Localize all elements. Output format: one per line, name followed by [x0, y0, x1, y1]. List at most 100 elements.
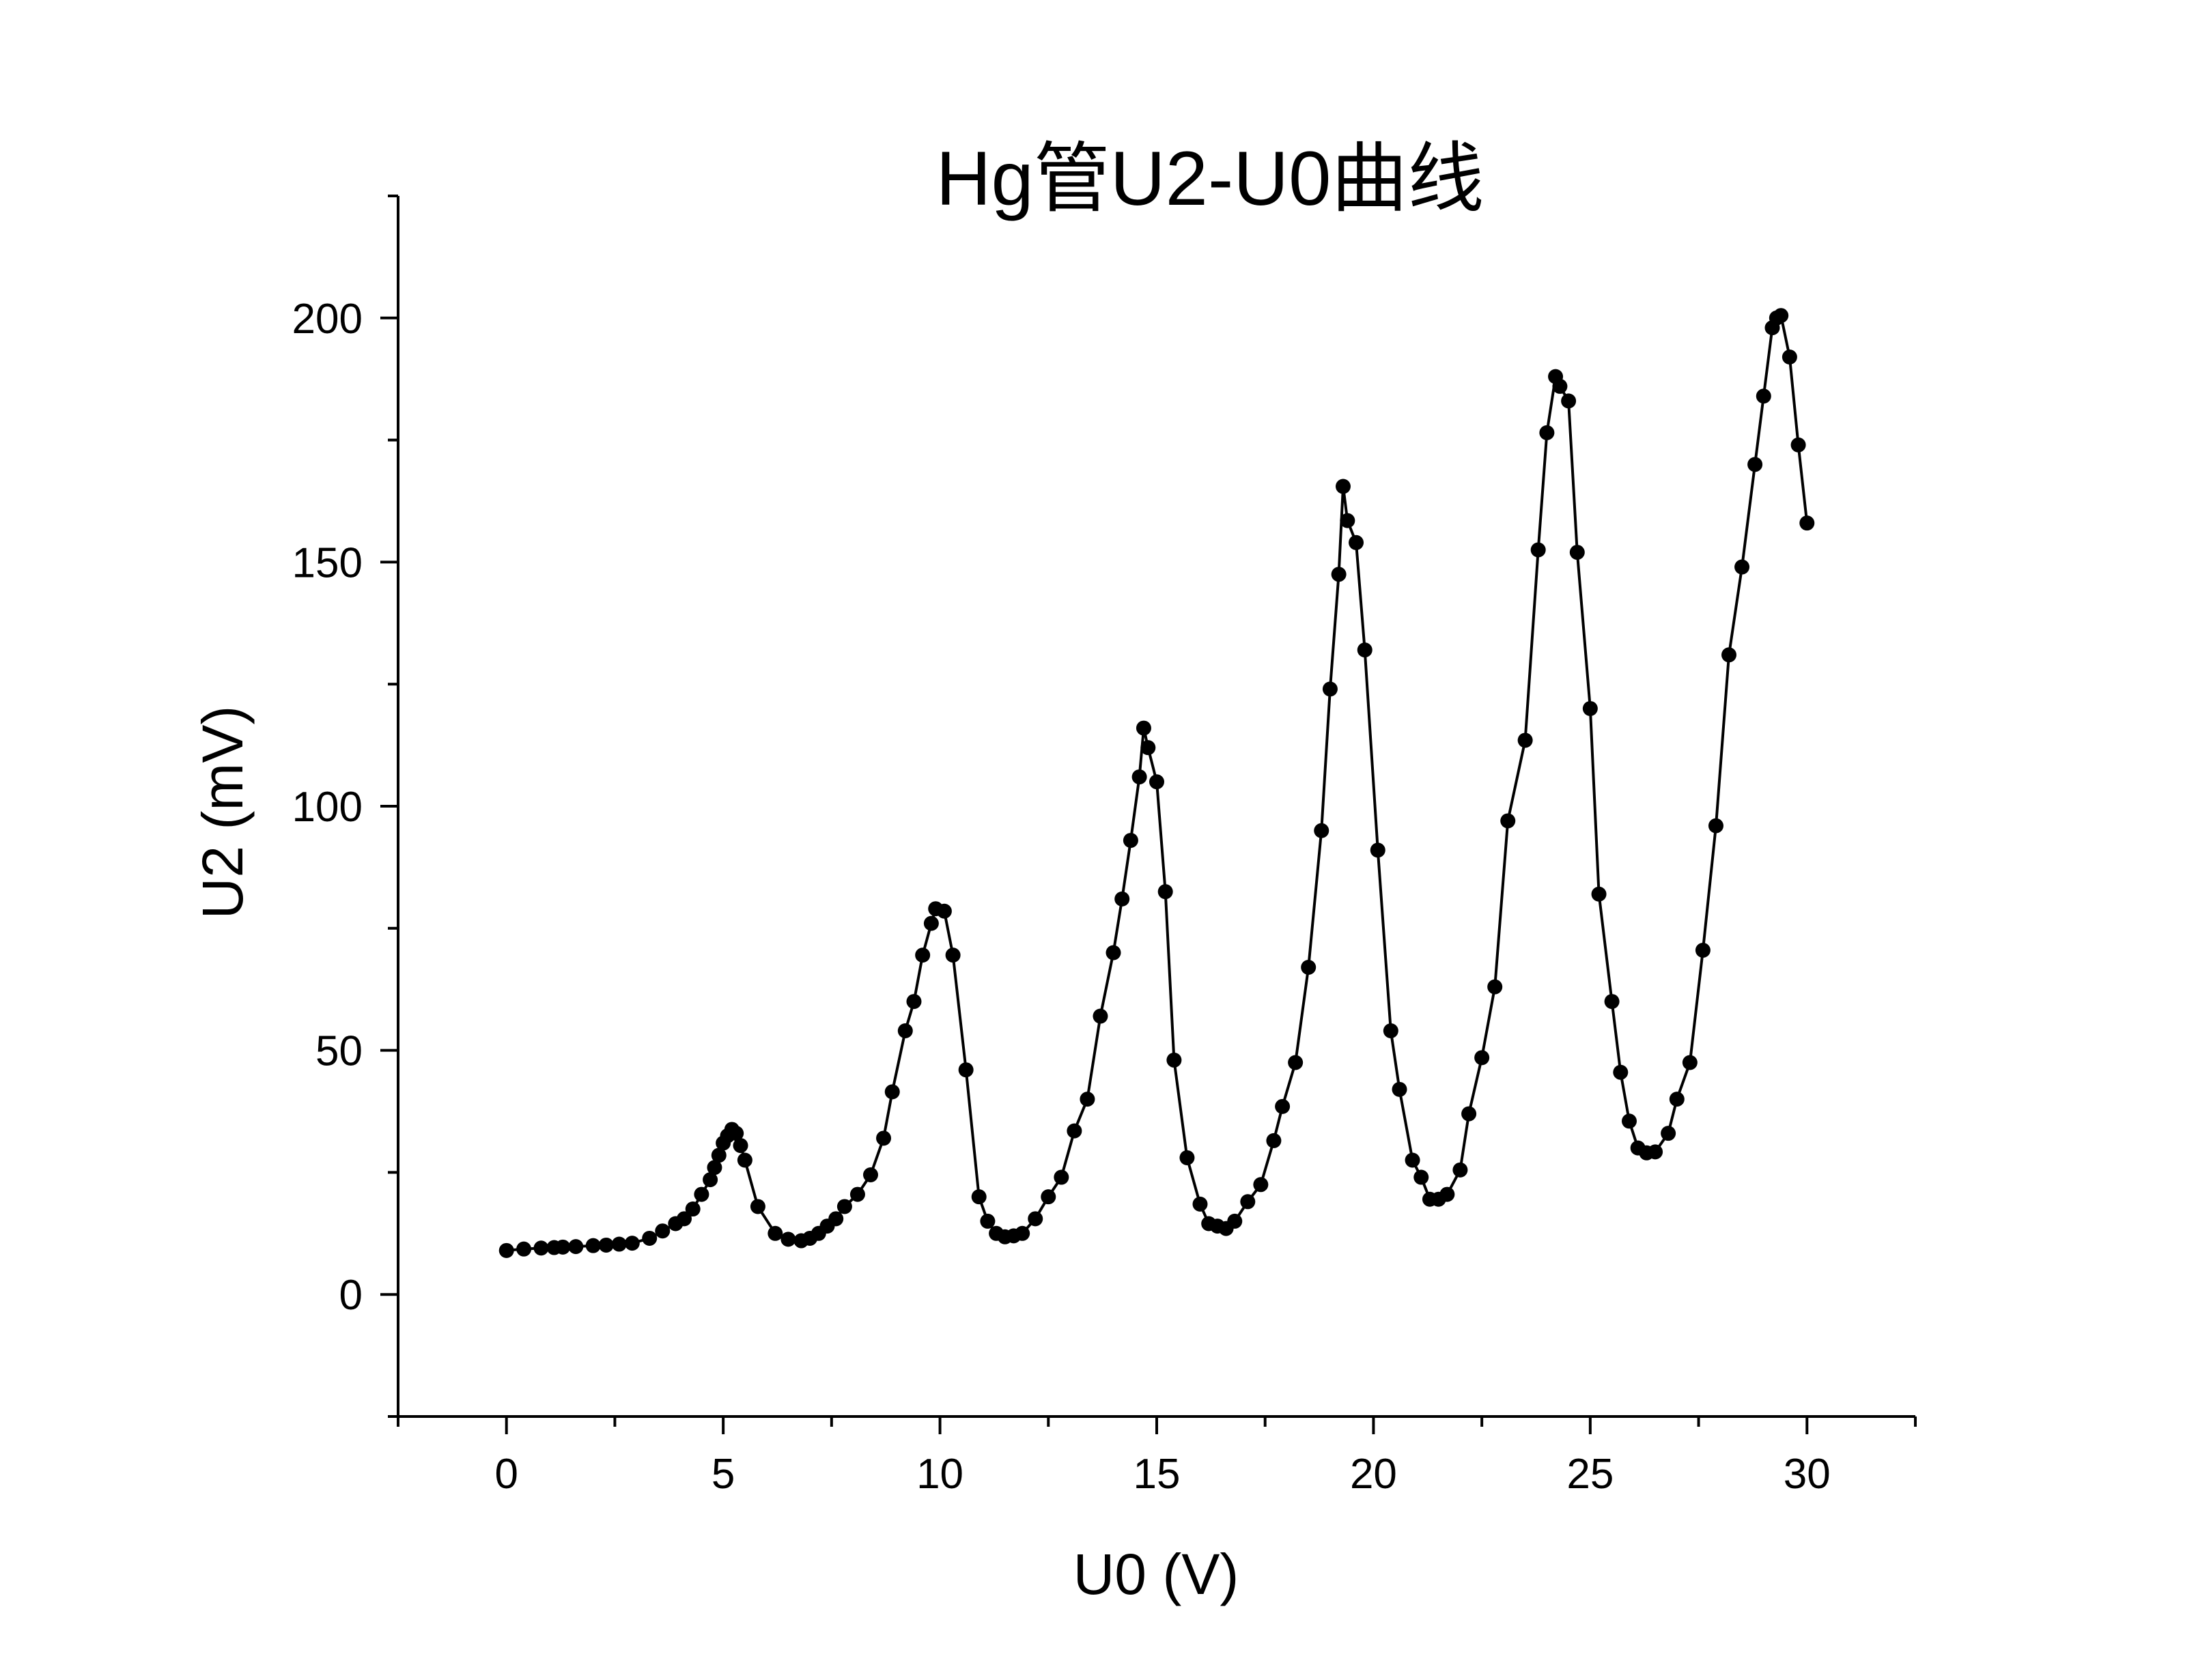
plot-area — [498, 308, 1815, 1258]
data-point — [1266, 1133, 1282, 1148]
data-point — [707, 1160, 722, 1176]
data-point — [1322, 681, 1338, 697]
data-point — [677, 1211, 692, 1227]
data-point — [1227, 1213, 1243, 1229]
data-point — [598, 1237, 614, 1253]
y-axis-title: U2 (mV) — [191, 706, 255, 920]
data-point — [1773, 308, 1789, 324]
data-point — [1288, 1055, 1304, 1070]
data-point — [1782, 350, 1797, 365]
data-point — [1093, 1008, 1108, 1024]
data-point — [1500, 813, 1516, 829]
data-point — [1661, 1126, 1676, 1141]
data-point — [1487, 979, 1503, 995]
data-point — [1106, 945, 1121, 960]
data-point — [836, 1199, 852, 1214]
data-point — [642, 1230, 658, 1246]
data-point — [971, 1189, 987, 1205]
data-point — [1275, 1098, 1291, 1114]
data-point — [498, 1242, 514, 1258]
data-point — [1028, 1211, 1043, 1227]
y-tick-label: 150 — [292, 539, 363, 586]
data-point — [980, 1213, 996, 1229]
data-point — [1054, 1169, 1069, 1185]
data-point — [1517, 732, 1533, 748]
data-point — [533, 1240, 549, 1256]
data-point — [1734, 559, 1750, 575]
data-point — [1452, 1162, 1468, 1178]
data-point — [1240, 1194, 1256, 1210]
data-point — [1790, 437, 1806, 453]
data-point — [906, 994, 922, 1010]
y-tick-label: 200 — [292, 296, 363, 343]
data-point — [1392, 1081, 1407, 1097]
data-point — [711, 1148, 727, 1163]
data-point — [958, 1062, 974, 1078]
data-point — [1253, 1177, 1269, 1193]
data-point — [915, 948, 931, 963]
data-point — [685, 1201, 701, 1217]
data-point — [1166, 1052, 1182, 1068]
data-point — [1613, 1064, 1629, 1080]
data-point — [1349, 535, 1364, 550]
x-tick-label: 30 — [1784, 1451, 1831, 1498]
data-point — [1179, 1150, 1195, 1165]
data-point — [585, 1238, 601, 1253]
data-point — [849, 1186, 865, 1202]
data-point — [729, 1126, 744, 1141]
data-point — [1756, 388, 1771, 404]
data-point — [1474, 1050, 1490, 1066]
data-point — [828, 1211, 844, 1227]
data-point — [1552, 378, 1568, 394]
data-point — [703, 1172, 718, 1188]
data-point — [1669, 1092, 1685, 1107]
data-point — [1015, 1225, 1030, 1241]
data-point — [655, 1223, 671, 1239]
data-point — [555, 1239, 571, 1255]
data-point — [1591, 886, 1607, 902]
y-tick-label: 0 — [339, 1272, 363, 1319]
data-point — [1721, 647, 1737, 663]
data-point — [768, 1225, 783, 1241]
data-point — [1136, 720, 1151, 736]
data-point — [1123, 833, 1138, 849]
data-point — [1149, 774, 1164, 790]
data-point — [1331, 567, 1347, 582]
data-point — [733, 1138, 748, 1154]
data-point — [1041, 1189, 1056, 1205]
data-point — [611, 1236, 627, 1252]
x-tick-label: 25 — [1566, 1451, 1614, 1498]
data-point — [1114, 891, 1130, 907]
data-point — [1530, 542, 1546, 558]
data-point — [1192, 1196, 1208, 1212]
y-tick-label: 100 — [292, 784, 363, 831]
data-point — [1604, 994, 1620, 1010]
data-point — [1131, 769, 1147, 785]
x-axis-title: U0 (V) — [1073, 1542, 1239, 1606]
data-point — [1157, 884, 1173, 900]
data-point — [1301, 960, 1317, 976]
data-point — [1340, 513, 1355, 528]
data-point — [568, 1239, 584, 1255]
x-tick-label: 20 — [1350, 1451, 1397, 1498]
data-point — [1621, 1113, 1637, 1129]
data-point — [694, 1186, 709, 1202]
data-point — [923, 915, 939, 931]
data-point — [1314, 823, 1329, 838]
data-point — [1080, 1092, 1095, 1107]
data-point — [737, 1152, 752, 1168]
data-point — [862, 1167, 878, 1182]
data-point — [1799, 515, 1815, 531]
chart-title: Hg管U2-U0曲线 — [936, 136, 1484, 221]
data-point — [1561, 393, 1577, 409]
data-point — [1439, 1186, 1455, 1202]
data-point — [876, 1130, 892, 1146]
data-point — [1708, 818, 1723, 834]
data-point — [1383, 1023, 1398, 1038]
data-point — [516, 1241, 532, 1257]
data-point — [1370, 842, 1385, 858]
x-tick-label: 10 — [916, 1451, 963, 1498]
data-point — [1648, 1144, 1663, 1160]
data-point — [780, 1231, 796, 1247]
